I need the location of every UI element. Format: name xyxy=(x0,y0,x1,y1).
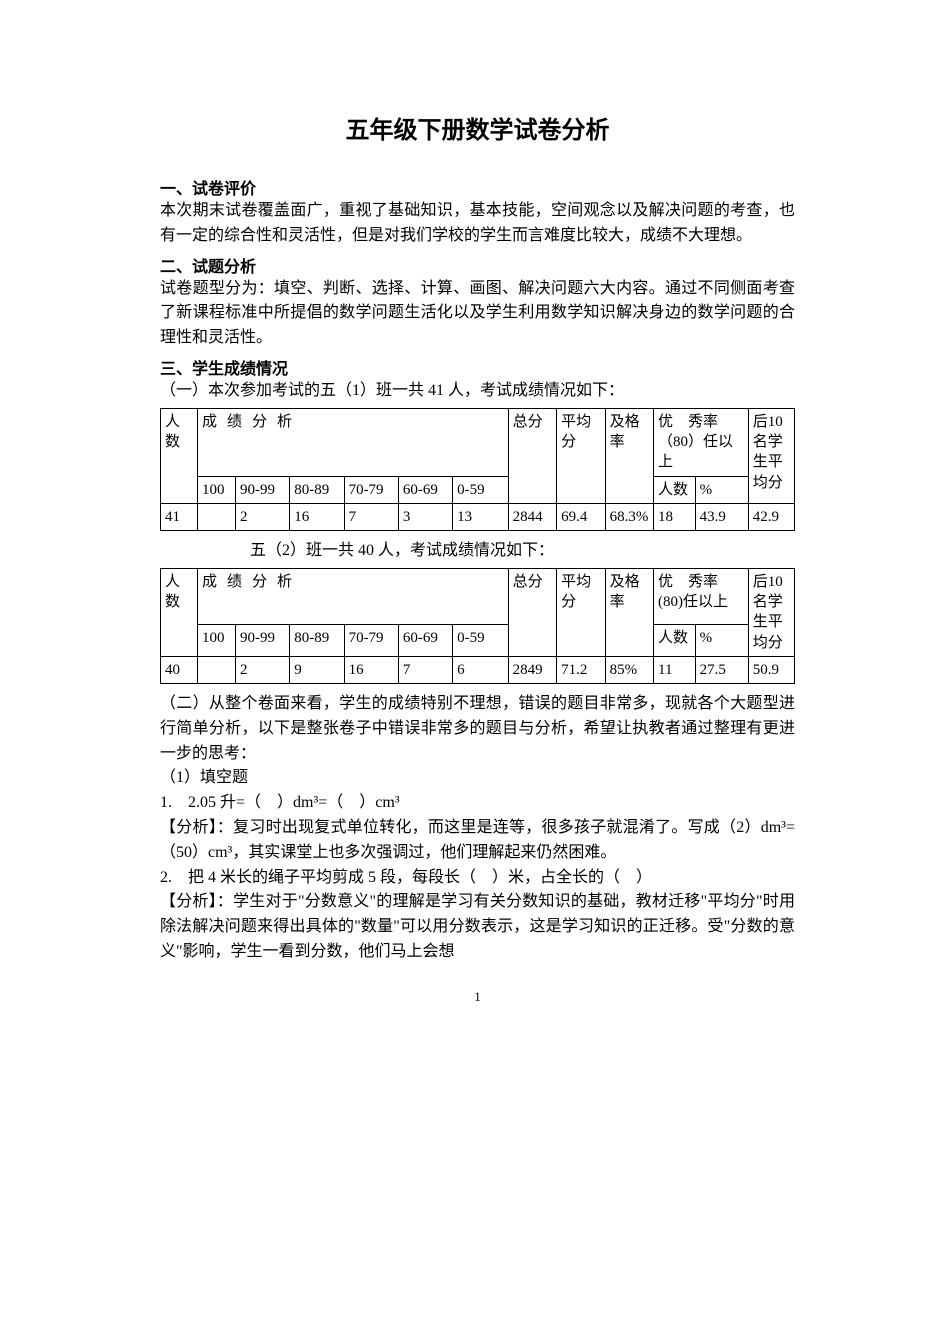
header-excellent: 优 秀率 （80）任以上 xyxy=(654,408,749,476)
cell-60: 7 xyxy=(398,656,452,683)
header-pass: 及格率 xyxy=(605,408,653,503)
header-0: 0-59 xyxy=(453,624,509,656)
section-1-body: 本次期末试卷覆盖面广，重视了基础知识，基本技能，空间观念以及解决问题的考查，也有… xyxy=(160,199,795,249)
score-table-class-2: 人数 成绩分析 总分 平均分 及格率 优 秀率 (80)任以上 后10名学生平均… xyxy=(160,568,795,684)
table-row: 人数 成绩分析 总分 平均分 及格率 优 秀率 (80)任以上 后10名学生平均… xyxy=(161,568,795,624)
table-row: 41 2 16 7 3 13 2844 69.4 68.3% 18 43.9 4… xyxy=(161,503,795,530)
header-exc-pct: % xyxy=(695,624,748,656)
cell-people: 40 xyxy=(161,656,198,683)
question-1-analysis: 【分析】：复习时出现复式单位转化，而这里是连等，很多孩子就混淆了。写成（2）dm… xyxy=(160,816,795,866)
header-total: 总分 xyxy=(508,568,556,656)
cell-100 xyxy=(197,656,235,683)
cell-100 xyxy=(197,503,235,530)
header-90: 90-99 xyxy=(236,624,290,656)
header-excellent: 优 秀率 (80)任以上 xyxy=(654,568,749,624)
section-2-body: 试卷题型分为：填空、判断、选择、计算、画图、解决问题六大内容。通过不同侧面考查了… xyxy=(160,277,795,351)
cell-0: 13 xyxy=(453,503,509,530)
header-60: 60-69 xyxy=(398,476,452,503)
header-total: 总分 xyxy=(508,408,556,503)
cell-80: 9 xyxy=(290,656,344,683)
cell-exc-people: 18 xyxy=(654,503,696,530)
cell-pass: 68.3% xyxy=(605,503,653,530)
header-excellent-line1: 优 秀率 xyxy=(658,414,718,430)
header-pass: 及格率 xyxy=(605,568,653,656)
cell-exc-people: 11 xyxy=(654,656,696,683)
header-score-analysis: 成绩分析 xyxy=(197,408,508,476)
cell-70: 7 xyxy=(344,503,398,530)
document-page: 五年级下册数学试卷分析 一、试卷评价 本次期末试卷覆盖面广，重视了基础知识，基本… xyxy=(0,0,945,1045)
header-excellent-line2: (80)任以上 xyxy=(658,594,728,610)
header-0: 0-59 xyxy=(453,476,509,503)
table-row: 100 90-99 80-89 70-79 60-69 0-59 人数 % xyxy=(161,476,795,503)
cell-exc-pct: 27.5 xyxy=(695,656,748,683)
section-3-intro-1: （一）本次参加考试的五（1）班一共 41 人，考试成绩情况如下： xyxy=(160,379,795,404)
question-2: 2. 把 4 米长的绳子平均剪成 5 段，每段长（ ）米，占全长的（ ） xyxy=(160,866,795,891)
section-3-intro-2: 五（2）班一共 40 人，考试成绩情况如下： xyxy=(160,539,795,564)
header-80: 80-89 xyxy=(290,476,344,503)
cell-avg: 69.4 xyxy=(557,503,605,530)
analysis-intro: （二）从整个卷面来看，学生的成绩特别不理想，错误的题目非常多，现就各个大题型进行… xyxy=(160,692,795,766)
header-100: 100 xyxy=(197,476,235,503)
section-2-heading: 二、试题分析 xyxy=(160,253,795,277)
header-exc-people: 人数 xyxy=(654,624,696,656)
cell-pass: 85% xyxy=(605,656,653,683)
cell-last10: 42.9 xyxy=(748,503,794,530)
header-last10: 后10名学生平均分 xyxy=(748,408,794,503)
header-people: 人数 xyxy=(161,568,198,656)
header-90: 90-99 xyxy=(236,476,290,503)
cell-total: 2844 xyxy=(508,503,556,530)
header-exc-people: 人数 xyxy=(654,476,696,503)
cell-last10: 50.9 xyxy=(748,656,794,683)
cell-90: 2 xyxy=(236,503,290,530)
page-number: 1 xyxy=(160,989,795,1005)
analysis-section-label: （1）填空题 xyxy=(160,766,795,791)
question-1: 1. 2.05 升=（ ）dm³=（ ）cm³ xyxy=(160,791,795,816)
header-excellent-line1: 优 秀率 xyxy=(658,574,718,590)
cell-total: 2849 xyxy=(508,656,556,683)
header-70: 70-79 xyxy=(344,624,398,656)
header-80: 80-89 xyxy=(290,624,344,656)
cell-people: 41 xyxy=(161,503,198,530)
score-table-class-1: 人数 成绩分析 总分 平均分 及格率 优 秀率 （80）任以上 后10名学生平均… xyxy=(160,408,795,531)
header-60: 60-69 xyxy=(398,624,452,656)
cell-70: 16 xyxy=(344,656,398,683)
header-people: 人数 xyxy=(161,408,198,503)
header-avg: 平均分 xyxy=(557,568,605,656)
cell-0: 6 xyxy=(453,656,509,683)
cell-60: 3 xyxy=(398,503,452,530)
header-excellent-line2: （80）任以上 xyxy=(658,434,733,470)
header-100: 100 xyxy=(197,624,235,656)
header-avg: 平均分 xyxy=(557,408,605,503)
section-3-heading: 三、学生成绩情况 xyxy=(160,355,795,379)
cell-avg: 71.2 xyxy=(557,656,605,683)
header-exc-pct: % xyxy=(695,476,748,503)
table-row: 40 2 9 16 7 6 2849 71.2 85% 11 27.5 50.9 xyxy=(161,656,795,683)
header-score-analysis: 成绩分析 xyxy=(197,568,508,624)
section-1-heading: 一、试卷评价 xyxy=(160,175,795,199)
header-70: 70-79 xyxy=(344,476,398,503)
question-2-analysis: 【分析】：学生对于"分数意义"的理解是学习有关分数知识的基础，教材迁移"平均分"… xyxy=(160,890,795,964)
cell-80: 16 xyxy=(290,503,344,530)
cell-exc-pct: 43.9 xyxy=(695,503,748,530)
table-row: 人数 成绩分析 总分 平均分 及格率 优 秀率 （80）任以上 后10名学生平均… xyxy=(161,408,795,476)
page-title: 五年级下册数学试卷分析 xyxy=(160,110,795,145)
table-row: 100 90-99 80-89 70-79 60-69 0-59 人数 % xyxy=(161,624,795,656)
header-last10: 后10名学生平均分 xyxy=(748,568,794,656)
cell-90: 2 xyxy=(236,656,290,683)
